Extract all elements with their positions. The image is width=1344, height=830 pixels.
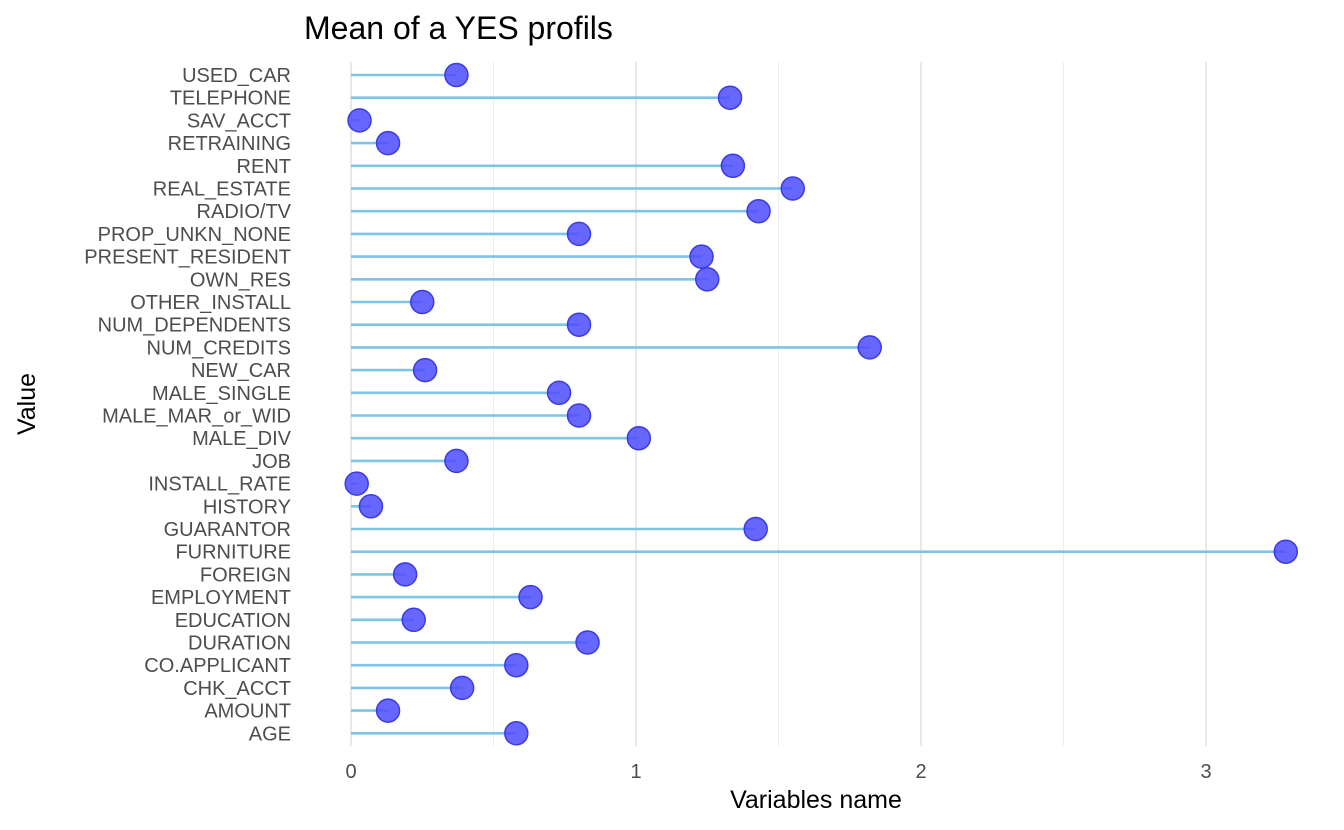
y-tick-label: PROP_UNKN_NONE <box>98 224 291 246</box>
y-tick-label: SAV_ACCT <box>187 110 291 132</box>
data-point <box>410 289 435 315</box>
y-tick-label: RETRAINING <box>168 133 291 155</box>
x-tick-label: 1 <box>630 761 641 783</box>
y-tick-label: RENT <box>237 156 291 178</box>
y-tick-label: USED_CAR <box>182 65 291 87</box>
y-tick-label: RADIO/TV <box>197 201 292 223</box>
y-tick-label: CHK_ACCT <box>183 678 291 700</box>
data-point <box>444 448 469 474</box>
x-tick-label: 3 <box>1200 761 1211 783</box>
grid <box>350 62 1207 746</box>
data-point <box>412 357 438 383</box>
y-tick-label: TELEPHONE <box>170 88 291 110</box>
y-tick-label: FOREIGN <box>200 564 291 586</box>
data-point <box>743 516 768 542</box>
y-tick-label: PRESENT_RESIDENT <box>84 247 291 269</box>
data-point <box>518 584 543 610</box>
data-point <box>566 312 592 337</box>
y-tick-label: OTHER_INSTALL <box>130 292 291 314</box>
data-point <box>566 403 592 428</box>
y-tick-label: AMOUNT <box>204 701 291 723</box>
data-point <box>347 108 372 133</box>
data-point <box>746 198 771 224</box>
y-tick-label: NUM_CREDITS <box>147 337 291 359</box>
y-tick-label: HISTORY <box>203 496 291 518</box>
y-axis-label: Value <box>13 373 41 435</box>
y-tick-label: FURNITURE <box>175 542 291 564</box>
data-point <box>689 244 714 269</box>
y-tick-label: MALE_DIV <box>192 428 292 450</box>
data-point <box>449 675 475 701</box>
data-point <box>1273 539 1299 564</box>
y-tick-label: EDUCATION <box>175 610 291 632</box>
y-tick-label: NEW_CAR <box>191 360 291 382</box>
data-point <box>358 494 384 519</box>
data-point <box>375 698 401 723</box>
data-point <box>566 221 592 247</box>
data-point <box>375 130 401 156</box>
stems <box>351 73 1286 735</box>
data-point <box>857 335 882 360</box>
y-tick-label: MALE_SINGLE <box>152 383 291 405</box>
y-tick-label: REAL_ESTATE <box>153 179 291 201</box>
x-tick-labels: 0 1 2 3 <box>345 761 1211 783</box>
data-point <box>720 153 746 179</box>
data-point <box>444 62 469 88</box>
y-tick-label: MALE_MAR_or_WID <box>102 406 291 428</box>
data-point <box>780 176 805 201</box>
y-tick-label: INSTALL_RATE <box>148 474 291 496</box>
data-point <box>626 425 652 451</box>
y-tick-label: OWN_RES <box>190 269 291 291</box>
data-point <box>392 562 418 587</box>
data-point <box>695 267 720 292</box>
data-point <box>546 380 572 406</box>
data-point <box>504 652 529 678</box>
y-tick-label: NUM_DEPENDENTS <box>98 315 291 337</box>
y-tick-label: EMPLOYMENT <box>151 587 291 609</box>
y-tick-label: JOB <box>252 451 291 473</box>
x-axis-label: Variables name <box>730 786 902 814</box>
data-point <box>717 85 743 110</box>
dots <box>344 62 1299 746</box>
y-tick-label: GUARANTOR <box>164 519 291 541</box>
data-point <box>401 607 426 633</box>
y-tick-labels: USED_CARTELEPHONESAV_ACCTRETRAININGRENTR… <box>84 65 291 745</box>
chart-title: Mean of a YES profils <box>304 10 613 46</box>
data-point <box>504 721 529 746</box>
y-tick-label: CO.APPLICANT <box>144 655 291 677</box>
x-tick-label: 2 <box>915 761 926 783</box>
x-tick-label: 0 <box>345 761 356 783</box>
y-tick-label: DURATION <box>188 633 291 655</box>
data-point <box>575 630 600 655</box>
y-tick-label: AGE <box>249 723 291 745</box>
data-point <box>344 471 369 496</box>
